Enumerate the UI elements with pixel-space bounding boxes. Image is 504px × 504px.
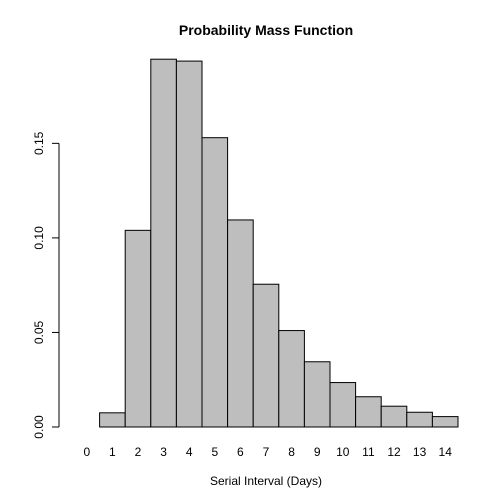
x-tick-label-2: 2 [135, 445, 142, 459]
bar-14 [431, 416, 459, 428]
chart-title: Probability Mass Function [179, 22, 353, 38]
y-tick-label-1: 0.05 [32, 320, 46, 344]
bar-2 [124, 229, 152, 428]
x-tick-label-12: 12 [387, 445, 401, 459]
bar-11 [355, 396, 382, 428]
x-tick-label-9: 9 [314, 445, 321, 459]
bar-3 [150, 58, 177, 428]
x-tick-label-6: 6 [237, 445, 244, 459]
bar-10 [329, 382, 357, 428]
x-tick-label-1: 1 [109, 445, 116, 459]
x-tick-label-7: 7 [263, 445, 270, 459]
x-tick-label-13: 13 [413, 445, 427, 459]
bar-6 [227, 219, 254, 428]
y-axis: 0.00 0.05 0.10 0.15 [32, 131, 60, 439]
bar-4 [175, 60, 203, 428]
bar-12 [380, 405, 408, 428]
y-tick-label-0: 0.00 [32, 415, 46, 439]
x-tick-label-3: 3 [160, 445, 167, 459]
x-tick-label-4: 4 [186, 445, 193, 459]
bars-group [99, 58, 459, 428]
x-tick-labels: 0 1 2 3 4 5 6 7 8 9 10 11 12 13 14 [83, 445, 452, 459]
y-tick-label-2: 0.10 [32, 226, 46, 250]
bar-9 [303, 361, 331, 428]
x-tick-label-0: 0 [83, 445, 90, 459]
x-axis-label: Serial Interval (Days) [210, 474, 322, 488]
x-tick-label-8: 8 [288, 445, 295, 459]
x-tick-label-14: 14 [439, 445, 453, 459]
x-tick-label-11: 11 [362, 445, 375, 459]
x-tick-label-10: 10 [336, 445, 350, 459]
bar-1 [99, 412, 126, 428]
y-tick-label-3: 0.15 [32, 131, 46, 155]
x-tick-label-5: 5 [211, 445, 218, 459]
bar-13 [406, 411, 433, 428]
bar-5 [201, 137, 229, 428]
bar-7 [252, 283, 280, 428]
bar-8 [278, 330, 305, 428]
